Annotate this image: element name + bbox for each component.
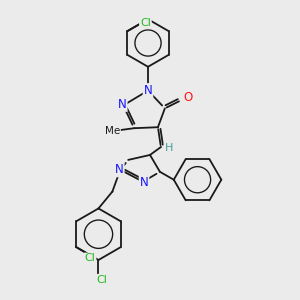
Text: N: N bbox=[118, 98, 127, 111]
Text: Me: Me bbox=[105, 126, 120, 136]
Text: O: O bbox=[183, 91, 192, 104]
Text: Cl: Cl bbox=[85, 254, 95, 263]
Text: N: N bbox=[115, 163, 124, 176]
Text: N: N bbox=[144, 84, 152, 97]
Text: H: H bbox=[165, 143, 173, 153]
Text: Cl: Cl bbox=[140, 18, 151, 28]
Text: Cl: Cl bbox=[96, 275, 107, 285]
Text: N: N bbox=[140, 176, 148, 189]
